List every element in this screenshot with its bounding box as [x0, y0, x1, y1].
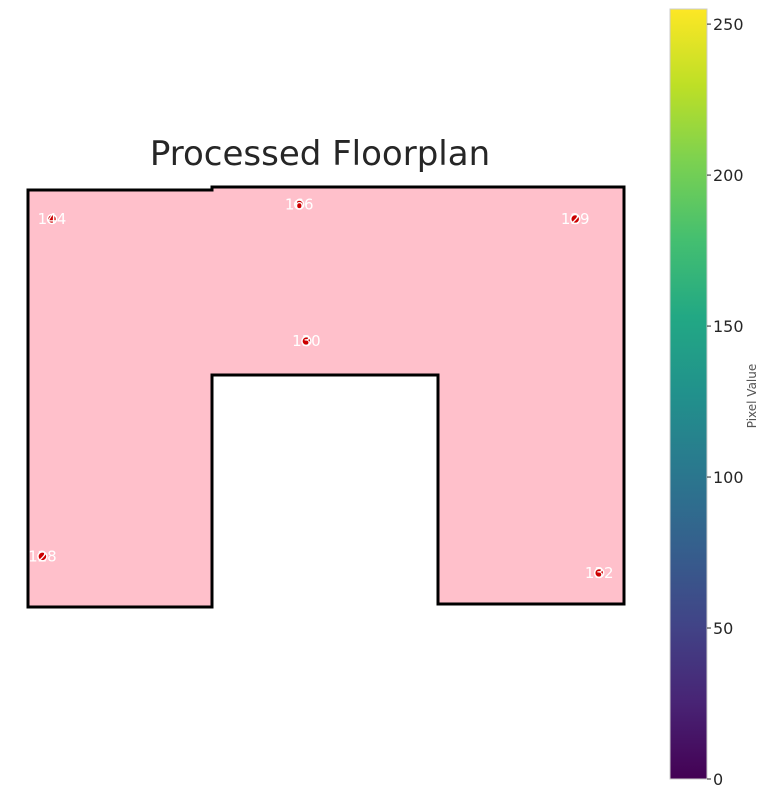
colorbar-tick-label: 150: [713, 317, 744, 336]
sensor-point-marker: [293, 199, 305, 210]
floorplan-shape: [26, 185, 626, 609]
colorbar-label: Pixel Value: [745, 364, 759, 429]
colorbar-tick-label: 0: [713, 770, 723, 789]
sensor-point-label: 130: [292, 332, 321, 350]
sensor-point-label: 129: [561, 210, 590, 228]
colorbar: 0 50 100 150 200 250 Pixel Value: [669, 8, 759, 789]
colorbar-tick-label: 250: [713, 15, 744, 34]
sensor-point-marker: [593, 567, 605, 579]
sensor-point-label: 132: [585, 564, 614, 582]
floorplan-plot: 144 166 129 130 128 132: [26, 185, 626, 609]
colorbar-tick-label: 100: [713, 468, 744, 487]
sensor-point-marker: [301, 335, 312, 347]
sensor-point-label: 128: [28, 547, 57, 565]
colorbar-ticks: 0 50 100 150 200 250: [707, 15, 744, 789]
sensor-point-marker: [37, 551, 48, 562]
colorbar-tick-label: 200: [713, 166, 744, 185]
chart-title: Processed Floorplan: [150, 134, 490, 174]
sensor-point-marker: [46, 213, 58, 225]
sensor-points: 144 166 129 130 128 132: [28, 195, 613, 581]
sensor-point-marker: [569, 213, 581, 225]
sensor-point-label: 166: [285, 195, 314, 213]
colorbar-gradient: [669, 8, 708, 780]
colorbar-tick-label: 50: [713, 619, 733, 638]
sensor-point-label: 144: [38, 210, 67, 228]
